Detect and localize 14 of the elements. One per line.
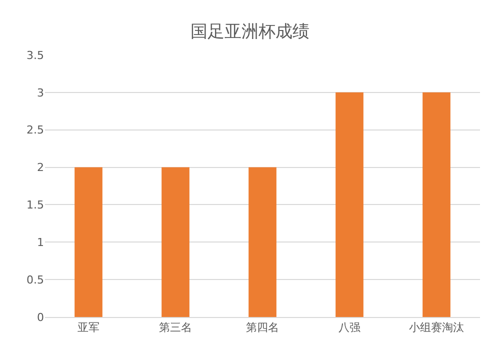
x-tick-label: 第四名	[246, 321, 279, 334]
y-tick-label: 3	[37, 86, 44, 100]
chart-title: 国足亚洲杯成绩	[190, 22, 310, 42]
y-tick-label: 1.5	[26, 198, 44, 212]
y-tick-label: 0	[37, 310, 44, 324]
x-tick-label: 小组赛淘汰	[409, 321, 464, 334]
y-tick-label: 1	[37, 236, 44, 249]
x-tick-label: 亚军	[78, 321, 100, 334]
y-tick-label: 2	[37, 161, 44, 174]
y-tick-label: 2.5	[26, 124, 44, 137]
x-tick-label: 八强	[338, 321, 360, 334]
y-tick-label: 0.5	[26, 273, 44, 286]
y-tick-label: 3.5	[26, 48, 44, 62]
x-tick-label: 第三名	[159, 321, 192, 334]
